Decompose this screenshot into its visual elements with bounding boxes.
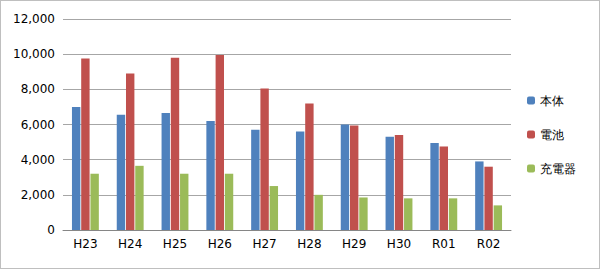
svg-text:2,000: 2,000: [21, 188, 55, 202]
svg-text:H27: H27: [252, 237, 276, 251]
svg-text:充電器: 充電器: [540, 162, 576, 176]
svg-text:6,000: 6,000: [21, 118, 55, 132]
svg-text:10,000: 10,000: [13, 47, 55, 61]
svg-text:H30: H30: [387, 237, 411, 251]
svg-text:H25: H25: [163, 237, 187, 251]
svg-text:4,000: 4,000: [21, 153, 55, 167]
svg-text:R01: R01: [432, 237, 456, 251]
svg-text:H26: H26: [208, 237, 232, 251]
svg-text:H24: H24: [118, 237, 142, 251]
svg-text:H29: H29: [342, 237, 366, 251]
svg-text:12,000: 12,000: [13, 12, 55, 26]
svg-text:H23: H23: [73, 237, 97, 251]
svg-text:R02: R02: [477, 237, 501, 251]
svg-text:H28: H28: [297, 237, 321, 251]
svg-text:本体: 本体: [540, 94, 564, 108]
svg-text:8,000: 8,000: [21, 82, 55, 96]
svg-text:0: 0: [47, 223, 55, 237]
svg-text:電池: 電池: [540, 128, 564, 142]
